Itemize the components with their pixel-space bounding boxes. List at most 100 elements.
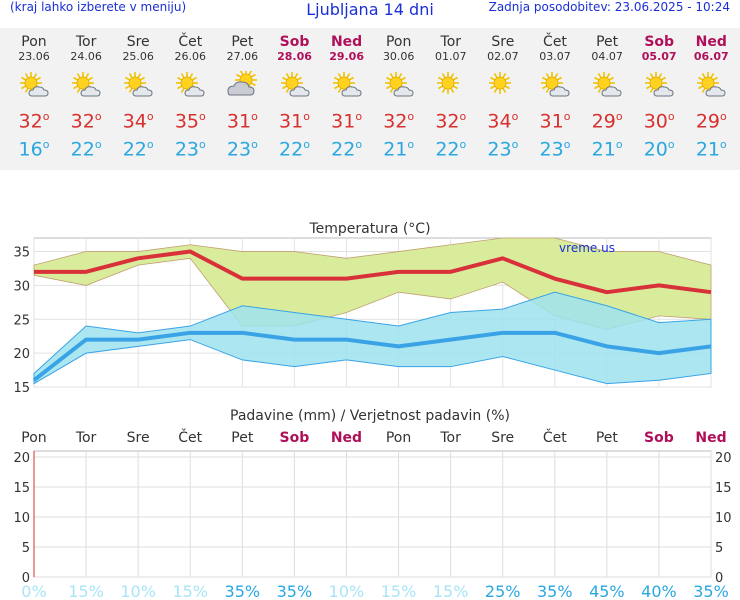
day-name: Sre <box>491 34 515 50</box>
watermark: vreme.us <box>559 241 615 255</box>
day-date: 27.06 <box>226 50 259 63</box>
day-column: Sob 28.06 31o 22o <box>269 34 321 162</box>
temp-tick-label: 25 <box>13 313 30 328</box>
min-temperature: 23o <box>487 138 519 161</box>
precip-day-label: Sre <box>127 430 150 446</box>
precip-day-label: Čet <box>543 428 567 446</box>
precip-probability: 25% <box>485 582 521 600</box>
temp-chart-title: Temperatura (°C) <box>308 221 430 237</box>
min-temperature: 22o <box>331 138 363 161</box>
max-temp-line <box>34 249 712 295</box>
max-temperature: 35o <box>174 110 206 133</box>
precip-probability: 10% <box>120 582 156 600</box>
day-name: Čet <box>543 34 567 50</box>
temp-tick-label: 15 <box>13 381 30 396</box>
precip-plot-area <box>33 450 712 578</box>
day-column: Sob 05.07 30o 20o <box>633 34 685 162</box>
day-name: Tor <box>440 34 462 50</box>
sun-cloud-icon <box>279 71 311 99</box>
min-temperature: 22o <box>435 138 467 161</box>
max-temperature: 32o <box>435 110 467 133</box>
sun-cloud-icon <box>591 71 623 99</box>
precip-probability: 35% <box>277 582 313 600</box>
min-temperature: 23o <box>539 138 571 161</box>
day-date: 03.07 <box>539 50 571 63</box>
day-date: 24.06 <box>70 50 102 63</box>
day-column: Čet 26.06 35o 23o <box>164 34 216 162</box>
day-name: Sob <box>644 34 675 50</box>
precip-tick-label-right: 5 <box>715 541 723 556</box>
precip-day-label: Ned <box>331 430 362 446</box>
day-date: 23.06 <box>18 50 50 63</box>
temp-tick-label: 30 <box>13 279 30 294</box>
precip-day-label: Tor <box>439 430 461 446</box>
precip-tick-label: 0 <box>22 571 30 586</box>
min-temp-range-band <box>33 291 712 385</box>
precip-day-label: Ned <box>695 430 726 446</box>
day-date: 28.06 <box>277 50 312 63</box>
min-temperature: 23o <box>174 138 206 161</box>
max-temperature: 32o <box>383 110 415 133</box>
precip-probability: 15% <box>381 582 417 600</box>
precip-tick-label: 15 <box>13 481 30 496</box>
sun-icon <box>487 71 519 99</box>
day-name: Sre <box>126 34 150 50</box>
min-temperature: 23o <box>226 138 258 161</box>
sun-cloud-icon <box>695 71 727 99</box>
day-date: 25.06 <box>122 50 154 63</box>
min-temperature: 21o <box>695 138 727 161</box>
day-column: Pon 30.06 32o 21o <box>373 34 425 162</box>
day-name: Pon <box>385 34 412 50</box>
sun-cloud-icon <box>383 71 415 99</box>
max-temperature: 29o <box>695 110 727 133</box>
sun-cloud-icon <box>18 71 50 99</box>
precip-day-label: Pet <box>596 430 619 446</box>
sun-icon <box>435 71 467 99</box>
precip-tick-label-right: 10 <box>715 511 732 526</box>
precip-day-label: Tor <box>75 430 97 446</box>
max-temperature: 29o <box>591 110 623 133</box>
min-temperature: 22o <box>70 138 102 161</box>
precip-probability: 10% <box>329 582 365 600</box>
forecast-charts: Temperatura (°C) 15 20 25 30 35 vreme.us Padavi… <box>13 221 732 600</box>
daily-forecast-panel: Pon 23.06 32o 16o Tor 24.06 32o 22o Sre 25.06 34o 2… <box>0 28 740 170</box>
max-temperature: 34o <box>122 110 154 133</box>
min-temp-line <box>32 330 712 382</box>
precip-day-label: Sob <box>644 430 674 446</box>
min-temperature: 22o <box>122 138 154 161</box>
precip-tick-label-right: 20 <box>715 451 732 466</box>
precip-day-label: Pon <box>21 430 46 446</box>
max-temperature: 34o <box>487 110 519 133</box>
day-column: Sre 02.07 34o 23o <box>477 34 529 162</box>
precip-tick-label-right: 0 <box>715 571 723 586</box>
region-menu-hint[interactable]: (kraj lahko izberete v meniju) <box>10 0 187 14</box>
last-updated: Zadnja posodobitev: 23.06.2025 - 10:24 <box>488 0 730 14</box>
day-name: Čet <box>178 34 203 50</box>
precip-tick-label: 20 <box>13 451 30 466</box>
precip-day-label: Pet <box>231 430 254 446</box>
day-column: Tor 01.07 32o 22o <box>425 34 477 162</box>
day-date: 29.06 <box>329 50 364 63</box>
cloud-sun-icon <box>226 69 258 99</box>
precip-probability: 35% <box>225 582 261 600</box>
max-temperature: 31o <box>331 110 363 133</box>
min-temperature: 22o <box>279 138 310 161</box>
sun-cloud-icon <box>331 71 363 99</box>
page-title: Ljubljana 14 dni <box>306 0 434 19</box>
precip-tick-label: 5 <box>22 541 30 556</box>
precip-tick-label-right: 15 <box>715 481 732 496</box>
max-temperature: 32o <box>70 110 102 133</box>
precip-probability: 35% <box>537 582 573 600</box>
precip-probability: 45% <box>589 582 625 600</box>
day-date: 02.07 <box>487 50 519 63</box>
max-temperature: 31o <box>226 110 258 133</box>
day-column: Pet 27.06 31o 23o <box>216 34 268 162</box>
day-column: Ned 29.06 31o 22o <box>321 34 373 162</box>
precip-probability: 15% <box>172 582 208 600</box>
temp-tick-label: 20 <box>13 347 30 362</box>
min-temperature: 16o <box>18 138 50 161</box>
day-name: Sob <box>279 34 310 50</box>
max-temperature: 31o <box>539 110 571 133</box>
day-date: 01.07 <box>435 50 467 63</box>
precip-probability: 35% <box>693 582 729 600</box>
